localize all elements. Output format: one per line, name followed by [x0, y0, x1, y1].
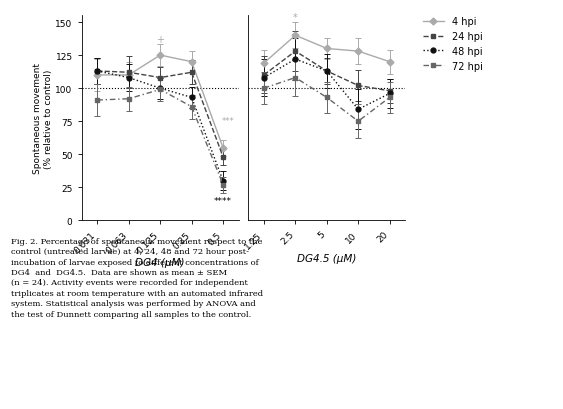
X-axis label: DG4.5 (μM): DG4.5 (μM)	[297, 253, 356, 263]
Y-axis label: Spontaneous movement
(% relative to control): Spontaneous movement (% relative to cont…	[33, 63, 52, 174]
Text: Fig. 2. Percentage of spontaneous movement respect to the
control (untreated lar: Fig. 2. Percentage of spontaneous moveme…	[11, 237, 263, 318]
Text: *: *	[293, 13, 298, 23]
X-axis label: DG4 (μM): DG4 (μM)	[136, 257, 185, 267]
Text: +: +	[156, 36, 164, 45]
Text: ****: ****	[214, 196, 232, 205]
Text: ***: ***	[221, 117, 234, 126]
Legend: 4 hpi, 24 hpi, 48 hpi, 72 hpi: 4 hpi, 24 hpi, 48 hpi, 72 hpi	[423, 17, 483, 72]
